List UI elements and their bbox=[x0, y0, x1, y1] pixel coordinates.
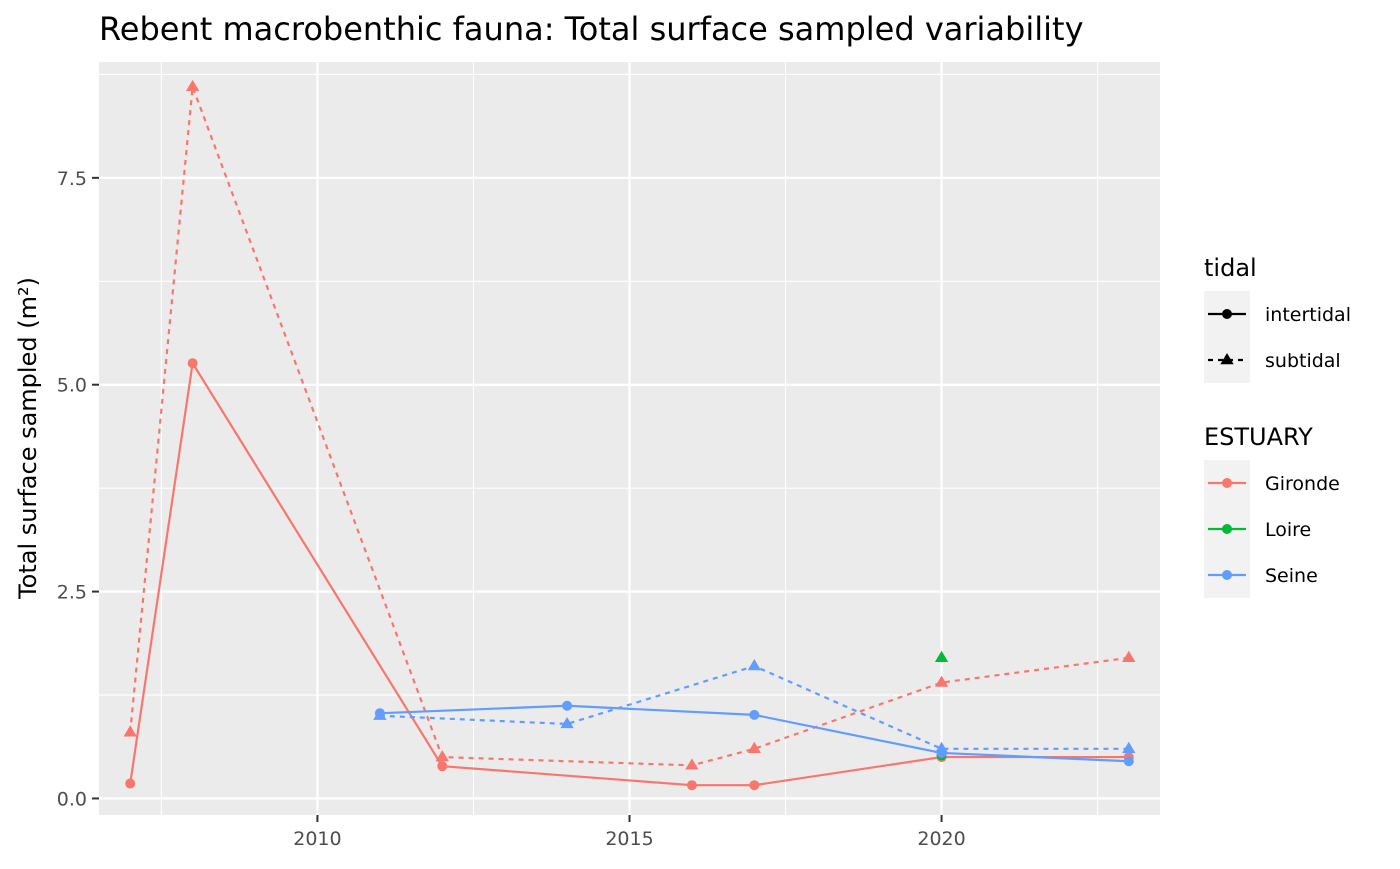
data-point-gironde-intertidal bbox=[686, 780, 697, 791]
plot-panel bbox=[99, 62, 1160, 815]
data-point-gironde-subtidal bbox=[1122, 650, 1136, 662]
data-point-gironde-intertidal bbox=[187, 358, 198, 369]
legend-label: intertidal bbox=[1265, 304, 1351, 326]
data-point-gironde-subtidal bbox=[185, 79, 200, 92]
data-point-gironde-intertidal bbox=[125, 778, 136, 789]
legend-label: Seine bbox=[1265, 565, 1318, 587]
data-point-gironde-subtidal bbox=[747, 741, 761, 754]
y-tick-label: 5.0 bbox=[57, 375, 87, 397]
legend-tidal: tidal intertidal subtidal bbox=[1204, 254, 1351, 383]
legend-estuary: ESTUARY Gironde Loire Seine bbox=[1204, 423, 1340, 598]
legend: tidal intertidal subtidal ESTUARY Gironde Loi… bbox=[1204, 254, 1351, 598]
data-point-seine-intertidal bbox=[1123, 756, 1134, 767]
x-tick-label: 2020 bbox=[917, 828, 965, 850]
data-point-seine-subtidal bbox=[560, 716, 574, 729]
y-tick-label: 0.0 bbox=[57, 788, 87, 810]
legend-key-marker bbox=[1222, 524, 1232, 534]
legend-key-marker bbox=[1222, 309, 1232, 319]
y-tick-label: 2.5 bbox=[57, 582, 87, 604]
data-point-seine-intertidal bbox=[562, 700, 573, 711]
data-point-gironde-subtidal bbox=[123, 725, 137, 737]
legend-key-marker bbox=[1220, 353, 1234, 365]
data-point-gironde-intertidal bbox=[437, 761, 448, 772]
data-point-gironde-subtidal bbox=[435, 750, 449, 762]
data-point-loire-subtidal bbox=[934, 650, 949, 662]
chart-title: Rebent macrobenthic fauna: Total surface… bbox=[99, 10, 1084, 48]
legend-label: Loire bbox=[1265, 519, 1311, 541]
x-tick-label: 2010 bbox=[293, 828, 341, 850]
data-point-gironde-subtidal bbox=[934, 675, 949, 687]
legend-label: subtidal bbox=[1265, 350, 1341, 372]
data-point-seine-subtidal bbox=[1122, 741, 1136, 754]
legend-title: ESTUARY bbox=[1204, 423, 1313, 451]
legend-title: tidal bbox=[1204, 254, 1257, 282]
legend-label: Gironde bbox=[1265, 473, 1340, 495]
data-point-seine-subtidal bbox=[373, 708, 387, 720]
data-point-seine-subtidal bbox=[934, 741, 949, 754]
axes: 0.0 2.5 5.0 7.5 2010 2015 2020 bbox=[57, 168, 966, 850]
legend-key-marker bbox=[1222, 478, 1232, 488]
data-point-gironde-intertidal bbox=[749, 780, 760, 791]
data-point-seine-intertidal bbox=[749, 709, 760, 720]
series-loire-subtidal bbox=[934, 650, 949, 662]
series-seine-subtidal bbox=[373, 659, 1136, 754]
legend-key-background bbox=[1204, 291, 1250, 383]
series-gironde-subtidal bbox=[123, 79, 1136, 770]
x-tick-label: 2015 bbox=[605, 828, 653, 850]
y-tick-label: 7.5 bbox=[57, 168, 87, 190]
legend-key-marker bbox=[1222, 570, 1232, 580]
data-point-gironde-subtidal bbox=[685, 758, 699, 770]
y-axis-label: Total surface sampled (m²) bbox=[14, 277, 42, 600]
data-point-seine-subtidal bbox=[747, 659, 761, 671]
data-series bbox=[123, 79, 1136, 791]
